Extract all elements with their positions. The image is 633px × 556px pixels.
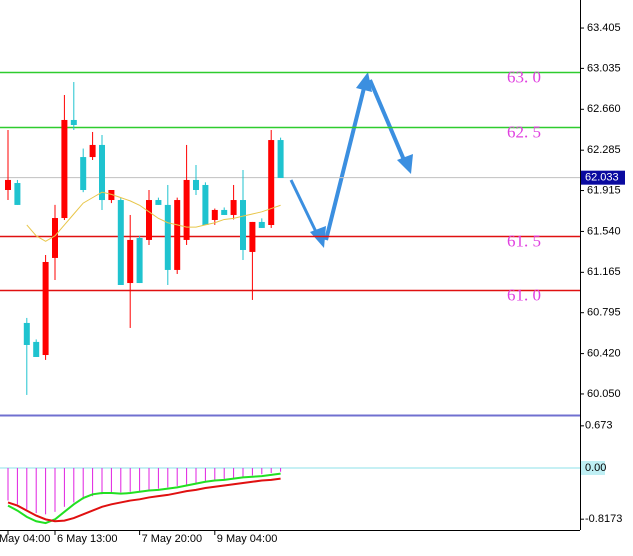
y-tick-label: 62.660 — [587, 103, 621, 115]
candle-body — [42, 261, 49, 356]
candle-body — [240, 200, 246, 250]
candle-body — [14, 183, 21, 205]
candle-body — [80, 157, 87, 190]
candle-body — [183, 179, 190, 240]
x-tick-label: May 04:00 — [0, 533, 50, 545]
level-label: 61. 5 — [507, 231, 541, 250]
candle-body — [136, 237, 143, 284]
indicator-line — [7, 477, 281, 523]
candle-body — [5, 179, 11, 190]
candle-body — [211, 209, 218, 220]
y-tick-label: 60.795 — [587, 307, 621, 319]
forecast-arrows — [289, 72, 413, 248]
x-tick-label: 7 May 20:00 — [142, 533, 203, 545]
candle-body — [70, 119, 77, 125]
y-tick-label: 63.035 — [587, 62, 621, 74]
candle-body — [155, 200, 162, 205]
y-tick-label: 61.165 — [587, 266, 621, 278]
level-label: 63. 0 — [507, 67, 541, 86]
y-tick-label: 63.405 — [587, 22, 621, 34]
y-tick-label: 62.285 — [587, 144, 621, 156]
candle-body — [174, 200, 181, 270]
candle-body — [164, 204, 171, 270]
y-tick-label: 60.050 — [587, 388, 621, 400]
candle-body — [61, 119, 68, 219]
x-tick-label: 9 May 04:00 — [217, 533, 278, 545]
y-tick-label: 0.673 — [585, 420, 613, 432]
y-tick-label: 61.915 — [587, 184, 621, 196]
candle-body — [99, 144, 105, 201]
last-price-label: 62.033 — [585, 172, 619, 184]
candle-body — [193, 179, 199, 190]
candle-body — [230, 200, 237, 215]
y-tick-label: 61.540 — [587, 225, 621, 237]
candle-body — [127, 239, 134, 284]
candle-body — [202, 184, 209, 226]
candle-body — [146, 200, 152, 240]
level-label: 61. 0 — [507, 285, 541, 304]
candle-body — [52, 218, 58, 258]
candle-body — [117, 200, 124, 285]
candle-body — [249, 221, 256, 252]
candle-body — [23, 322, 30, 345]
candle-body — [277, 140, 284, 178]
candle-body — [268, 140, 275, 226]
y-tick-label: 60.420 — [587, 348, 621, 360]
candle-body — [108, 189, 115, 201]
y-tick-label: 0.00 — [585, 462, 606, 474]
candle-body — [89, 144, 96, 158]
candle-body — [221, 209, 228, 215]
level-label: 62. 5 — [507, 122, 541, 141]
zero-label-bg — [581, 460, 605, 475]
candle-body — [258, 221, 265, 228]
last-price-box — [581, 170, 625, 185]
y-tick-label: -0.8173 — [585, 513, 622, 525]
moving-average — [26, 191, 281, 242]
candle-body — [33, 341, 40, 357]
x-tick-label: 6 May 13:00 — [57, 533, 118, 545]
